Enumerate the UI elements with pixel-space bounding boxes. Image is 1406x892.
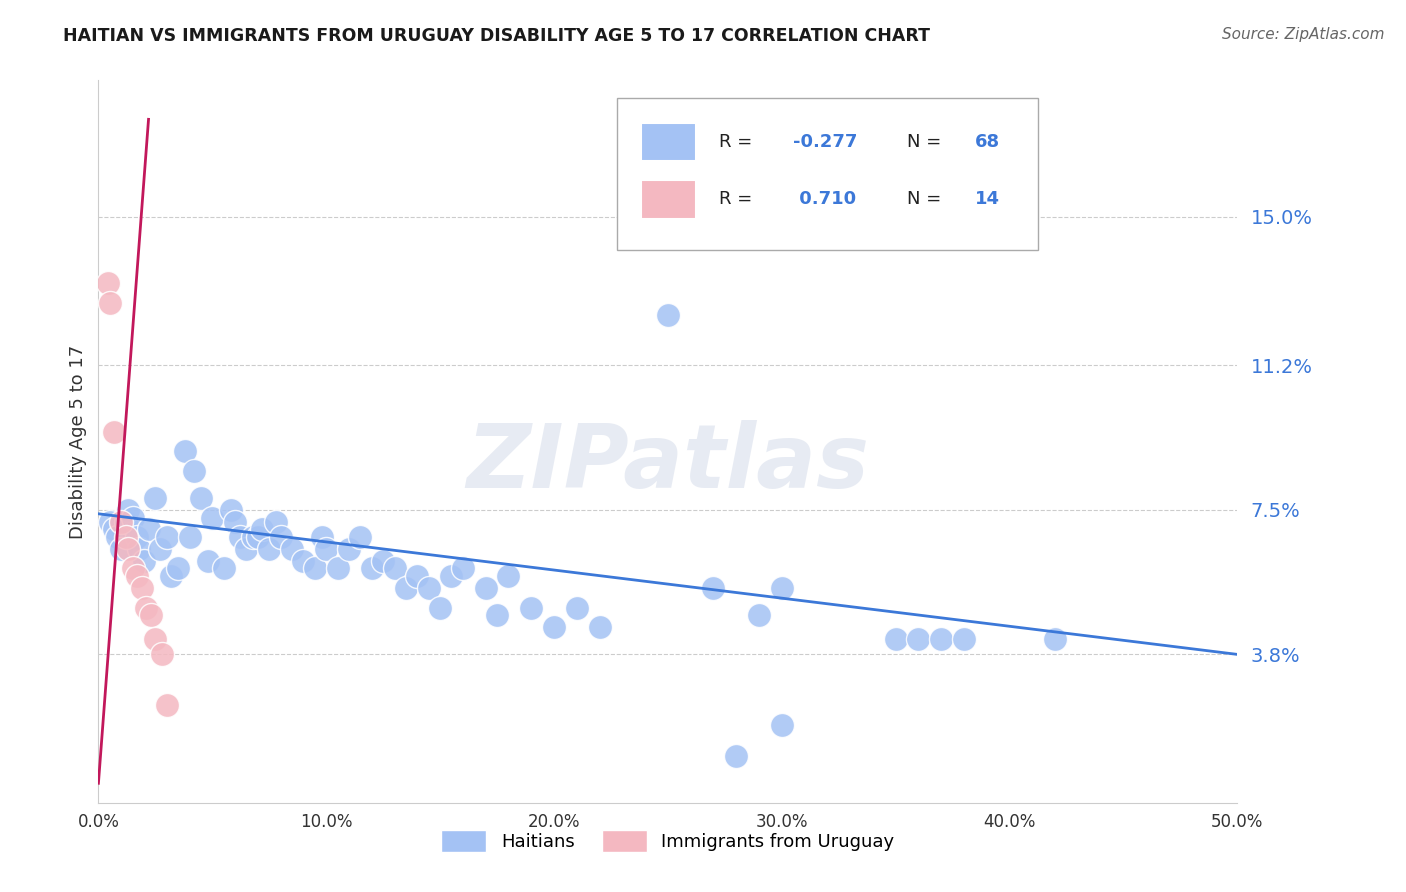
Point [588,620,610,634]
Point [770,717,793,731]
Point [98,296,121,310]
Point [520,600,543,615]
Point [702,581,724,595]
Point [725,748,748,763]
Point [311,530,333,544]
Point [128,541,150,556]
FancyBboxPatch shape [617,98,1038,250]
Point [384,561,406,575]
Point [281,541,304,556]
Point [138,523,160,537]
Point [418,581,440,595]
Text: 68: 68 [976,133,1001,151]
Point [270,530,292,544]
Text: -0.277: -0.277 [793,133,858,151]
Point [224,515,246,529]
Point [474,581,496,595]
Point [929,632,952,646]
Text: N =: N = [907,191,948,209]
Point [565,600,588,615]
Point [292,554,315,568]
Point [139,608,162,623]
Text: 0.710: 0.710 [793,191,856,209]
Point [371,554,394,568]
Text: HAITIAN VS IMMIGRANTS FROM URUGUAY DISABILITY AGE 5 TO 17 CORRELATION CHART: HAITIAN VS IMMIGRANTS FROM URUGUAY DISAB… [63,27,931,45]
Point [212,561,235,575]
Point [246,530,269,544]
Point [135,600,157,615]
Point [96,277,118,291]
Point [150,648,173,662]
Point [304,561,326,575]
Point [395,581,418,595]
Text: ZIPatlas: ZIPatlas [467,420,869,507]
Point [201,510,224,524]
Point [121,561,143,575]
Point [486,608,509,623]
Point [156,530,179,544]
Text: N =: N = [907,133,948,151]
Point [183,464,205,478]
Point [440,569,463,583]
Point [315,541,337,556]
Point [337,541,360,556]
Point [907,632,929,646]
Text: 14: 14 [976,191,1000,209]
Point [197,554,219,568]
Point [770,581,793,595]
Point [543,620,565,634]
Point [326,561,349,575]
Point [114,530,136,544]
Point [235,541,257,556]
Point [110,515,132,529]
Point [1043,632,1066,646]
Point [190,491,212,505]
Point [953,632,976,646]
Point [114,515,136,529]
Point [884,632,907,646]
FancyBboxPatch shape [641,180,696,219]
Text: Source: ZipAtlas.com: Source: ZipAtlas.com [1222,27,1385,42]
Point [360,561,382,575]
Point [131,581,153,595]
Point [174,444,197,458]
Point [127,530,149,544]
Legend: Haitians, Immigrants from Uruguay: Haitians, Immigrants from Uruguay [434,822,901,859]
Point [349,530,371,544]
Point [117,541,139,556]
Point [149,541,172,556]
Point [103,523,125,537]
Text: R =: R = [718,191,758,209]
Point [406,569,429,583]
Point [103,425,125,439]
Point [121,510,143,524]
Point [132,554,155,568]
Point [110,541,132,556]
Point [117,503,139,517]
Point [219,503,242,517]
Point [98,515,121,529]
Point [264,515,287,529]
Point [259,541,281,556]
Point [429,600,451,615]
Point [451,561,474,575]
Point [657,308,679,322]
Y-axis label: Disability Age 5 to 17: Disability Age 5 to 17 [69,344,87,539]
Point [160,569,183,583]
Point [252,523,274,537]
Point [145,491,167,505]
Point [156,698,179,713]
Point [145,632,167,646]
Point [498,569,520,583]
Point [105,530,128,544]
Point [167,561,190,575]
Point [748,608,770,623]
Point [242,530,264,544]
Point [127,569,149,583]
Point [228,530,250,544]
FancyBboxPatch shape [641,122,696,161]
Text: R =: R = [718,133,758,151]
Point [179,530,201,544]
